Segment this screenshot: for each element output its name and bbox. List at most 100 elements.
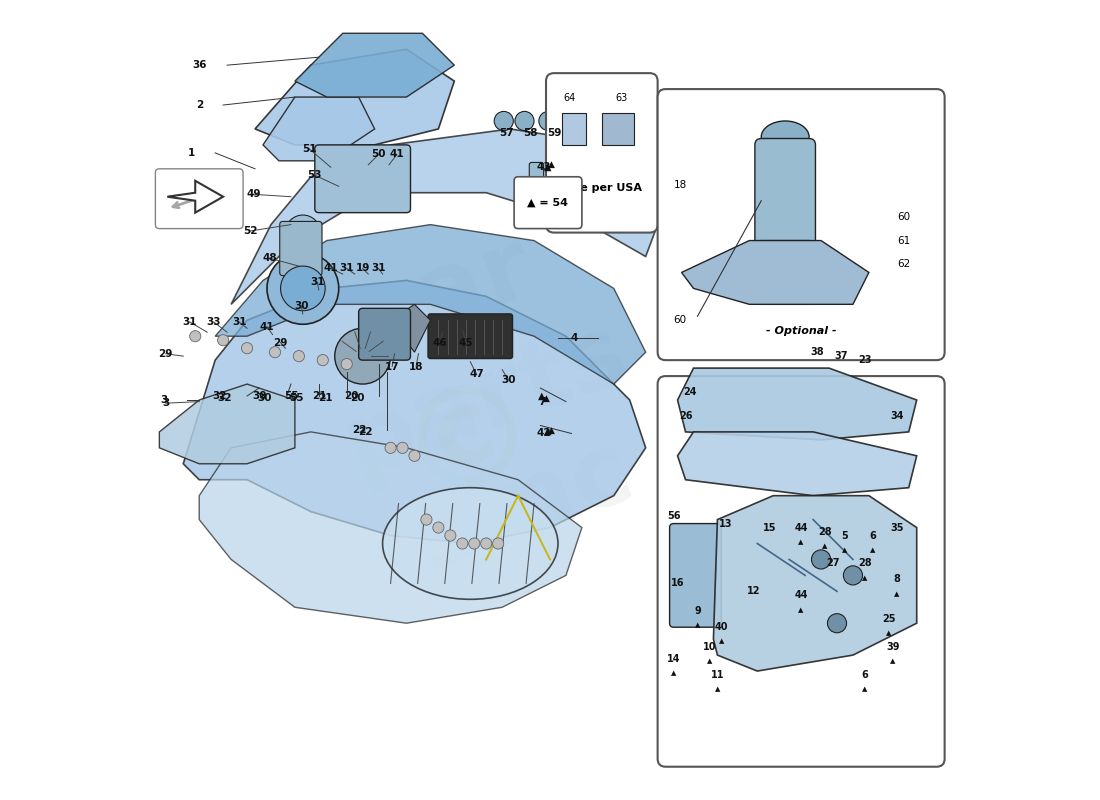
FancyBboxPatch shape	[546, 73, 658, 233]
Text: 31: 31	[372, 263, 386, 274]
Circle shape	[481, 538, 492, 549]
Polygon shape	[255, 50, 454, 145]
Text: 48: 48	[262, 253, 277, 263]
Circle shape	[409, 450, 420, 462]
Text: ▲: ▲	[718, 638, 724, 645]
Text: 17: 17	[385, 362, 399, 371]
Text: 20: 20	[344, 391, 359, 401]
Text: ▲: ▲	[870, 547, 876, 553]
Text: Vale per USA: Vale per USA	[561, 182, 642, 193]
Circle shape	[270, 346, 280, 358]
Text: 55: 55	[285, 391, 299, 401]
Text: 50: 50	[372, 150, 386, 159]
Text: 51: 51	[302, 144, 317, 154]
Text: 41: 41	[389, 150, 404, 159]
Text: 63: 63	[616, 93, 628, 103]
Text: 15: 15	[762, 522, 776, 533]
Text: 55: 55	[289, 394, 304, 403]
Text: 34: 34	[890, 411, 903, 421]
Text: ▲: ▲	[543, 162, 551, 171]
Text: 28: 28	[858, 558, 871, 569]
Text: 33: 33	[207, 317, 221, 327]
Circle shape	[285, 215, 320, 250]
Text: 59: 59	[547, 128, 561, 138]
Text: 47: 47	[470, 370, 484, 379]
Text: 11: 11	[711, 670, 724, 680]
FancyBboxPatch shape	[279, 222, 322, 276]
Text: 5: 5	[842, 530, 848, 541]
Circle shape	[341, 358, 352, 370]
Circle shape	[444, 530, 455, 541]
Polygon shape	[184, 281, 646, 543]
Text: 10: 10	[703, 642, 716, 652]
Polygon shape	[216, 225, 646, 384]
FancyBboxPatch shape	[670, 523, 722, 627]
Text: 44: 44	[794, 590, 807, 600]
Text: 21: 21	[318, 394, 332, 403]
Text: 41: 41	[260, 322, 274, 332]
Text: ▲: ▲	[823, 543, 827, 549]
Text: 53: 53	[308, 170, 322, 180]
Text: 24: 24	[683, 387, 696, 397]
Text: 36: 36	[192, 60, 207, 70]
Ellipse shape	[761, 121, 810, 153]
Circle shape	[397, 442, 408, 454]
Text: 30: 30	[253, 391, 267, 401]
Text: 22: 22	[358, 427, 372, 437]
FancyBboxPatch shape	[755, 138, 815, 247]
Text: 31: 31	[310, 277, 324, 287]
Text: ▲: ▲	[862, 574, 868, 581]
Text: 6: 6	[869, 530, 877, 541]
Text: ▲: ▲	[695, 622, 701, 629]
Polygon shape	[295, 34, 454, 97]
Polygon shape	[390, 304, 430, 352]
Text: 35: 35	[890, 522, 903, 533]
Text: 30: 30	[257, 394, 272, 403]
Polygon shape	[562, 113, 586, 145]
Text: 22: 22	[352, 426, 366, 435]
Text: 29: 29	[274, 338, 288, 347]
Polygon shape	[678, 432, 916, 496]
Text: 42: 42	[537, 429, 551, 438]
Circle shape	[812, 550, 830, 569]
Text: 3: 3	[162, 398, 169, 408]
Text: 64: 64	[564, 93, 576, 103]
Text: 14: 14	[667, 654, 680, 664]
Text: 28: 28	[818, 526, 832, 537]
Text: 39: 39	[887, 642, 900, 652]
Text: ▲: ▲	[707, 658, 712, 665]
Text: ▲: ▲	[543, 426, 551, 436]
Text: 60: 60	[896, 212, 910, 222]
FancyBboxPatch shape	[658, 89, 945, 360]
Circle shape	[317, 354, 329, 366]
Circle shape	[827, 614, 847, 633]
Circle shape	[189, 330, 201, 342]
Text: 43: 43	[537, 162, 551, 172]
Polygon shape	[167, 181, 223, 213]
Circle shape	[469, 538, 480, 549]
Text: 19: 19	[355, 263, 370, 274]
Text: ▲: ▲	[542, 394, 550, 403]
FancyBboxPatch shape	[514, 177, 582, 229]
Circle shape	[334, 328, 390, 384]
Text: 23: 23	[858, 355, 871, 365]
FancyBboxPatch shape	[757, 241, 813, 304]
Text: 31: 31	[340, 263, 354, 274]
Text: 61: 61	[896, 235, 910, 246]
Circle shape	[493, 538, 504, 549]
Text: 1: 1	[188, 148, 195, 158]
Text: 62: 62	[896, 259, 910, 270]
Text: 2: 2	[196, 100, 204, 110]
Text: ▲: ▲	[548, 159, 556, 169]
Polygon shape	[602, 113, 634, 145]
Text: ▲: ▲	[843, 547, 848, 553]
Text: 6: 6	[861, 670, 868, 680]
Polygon shape	[682, 241, 869, 304]
Text: 58: 58	[522, 128, 537, 138]
Text: ▲: ▲	[538, 391, 546, 401]
Circle shape	[242, 342, 253, 354]
Text: 49: 49	[246, 190, 261, 199]
Text: ▲: ▲	[894, 590, 900, 597]
Polygon shape	[678, 368, 916, 440]
Polygon shape	[160, 384, 295, 464]
